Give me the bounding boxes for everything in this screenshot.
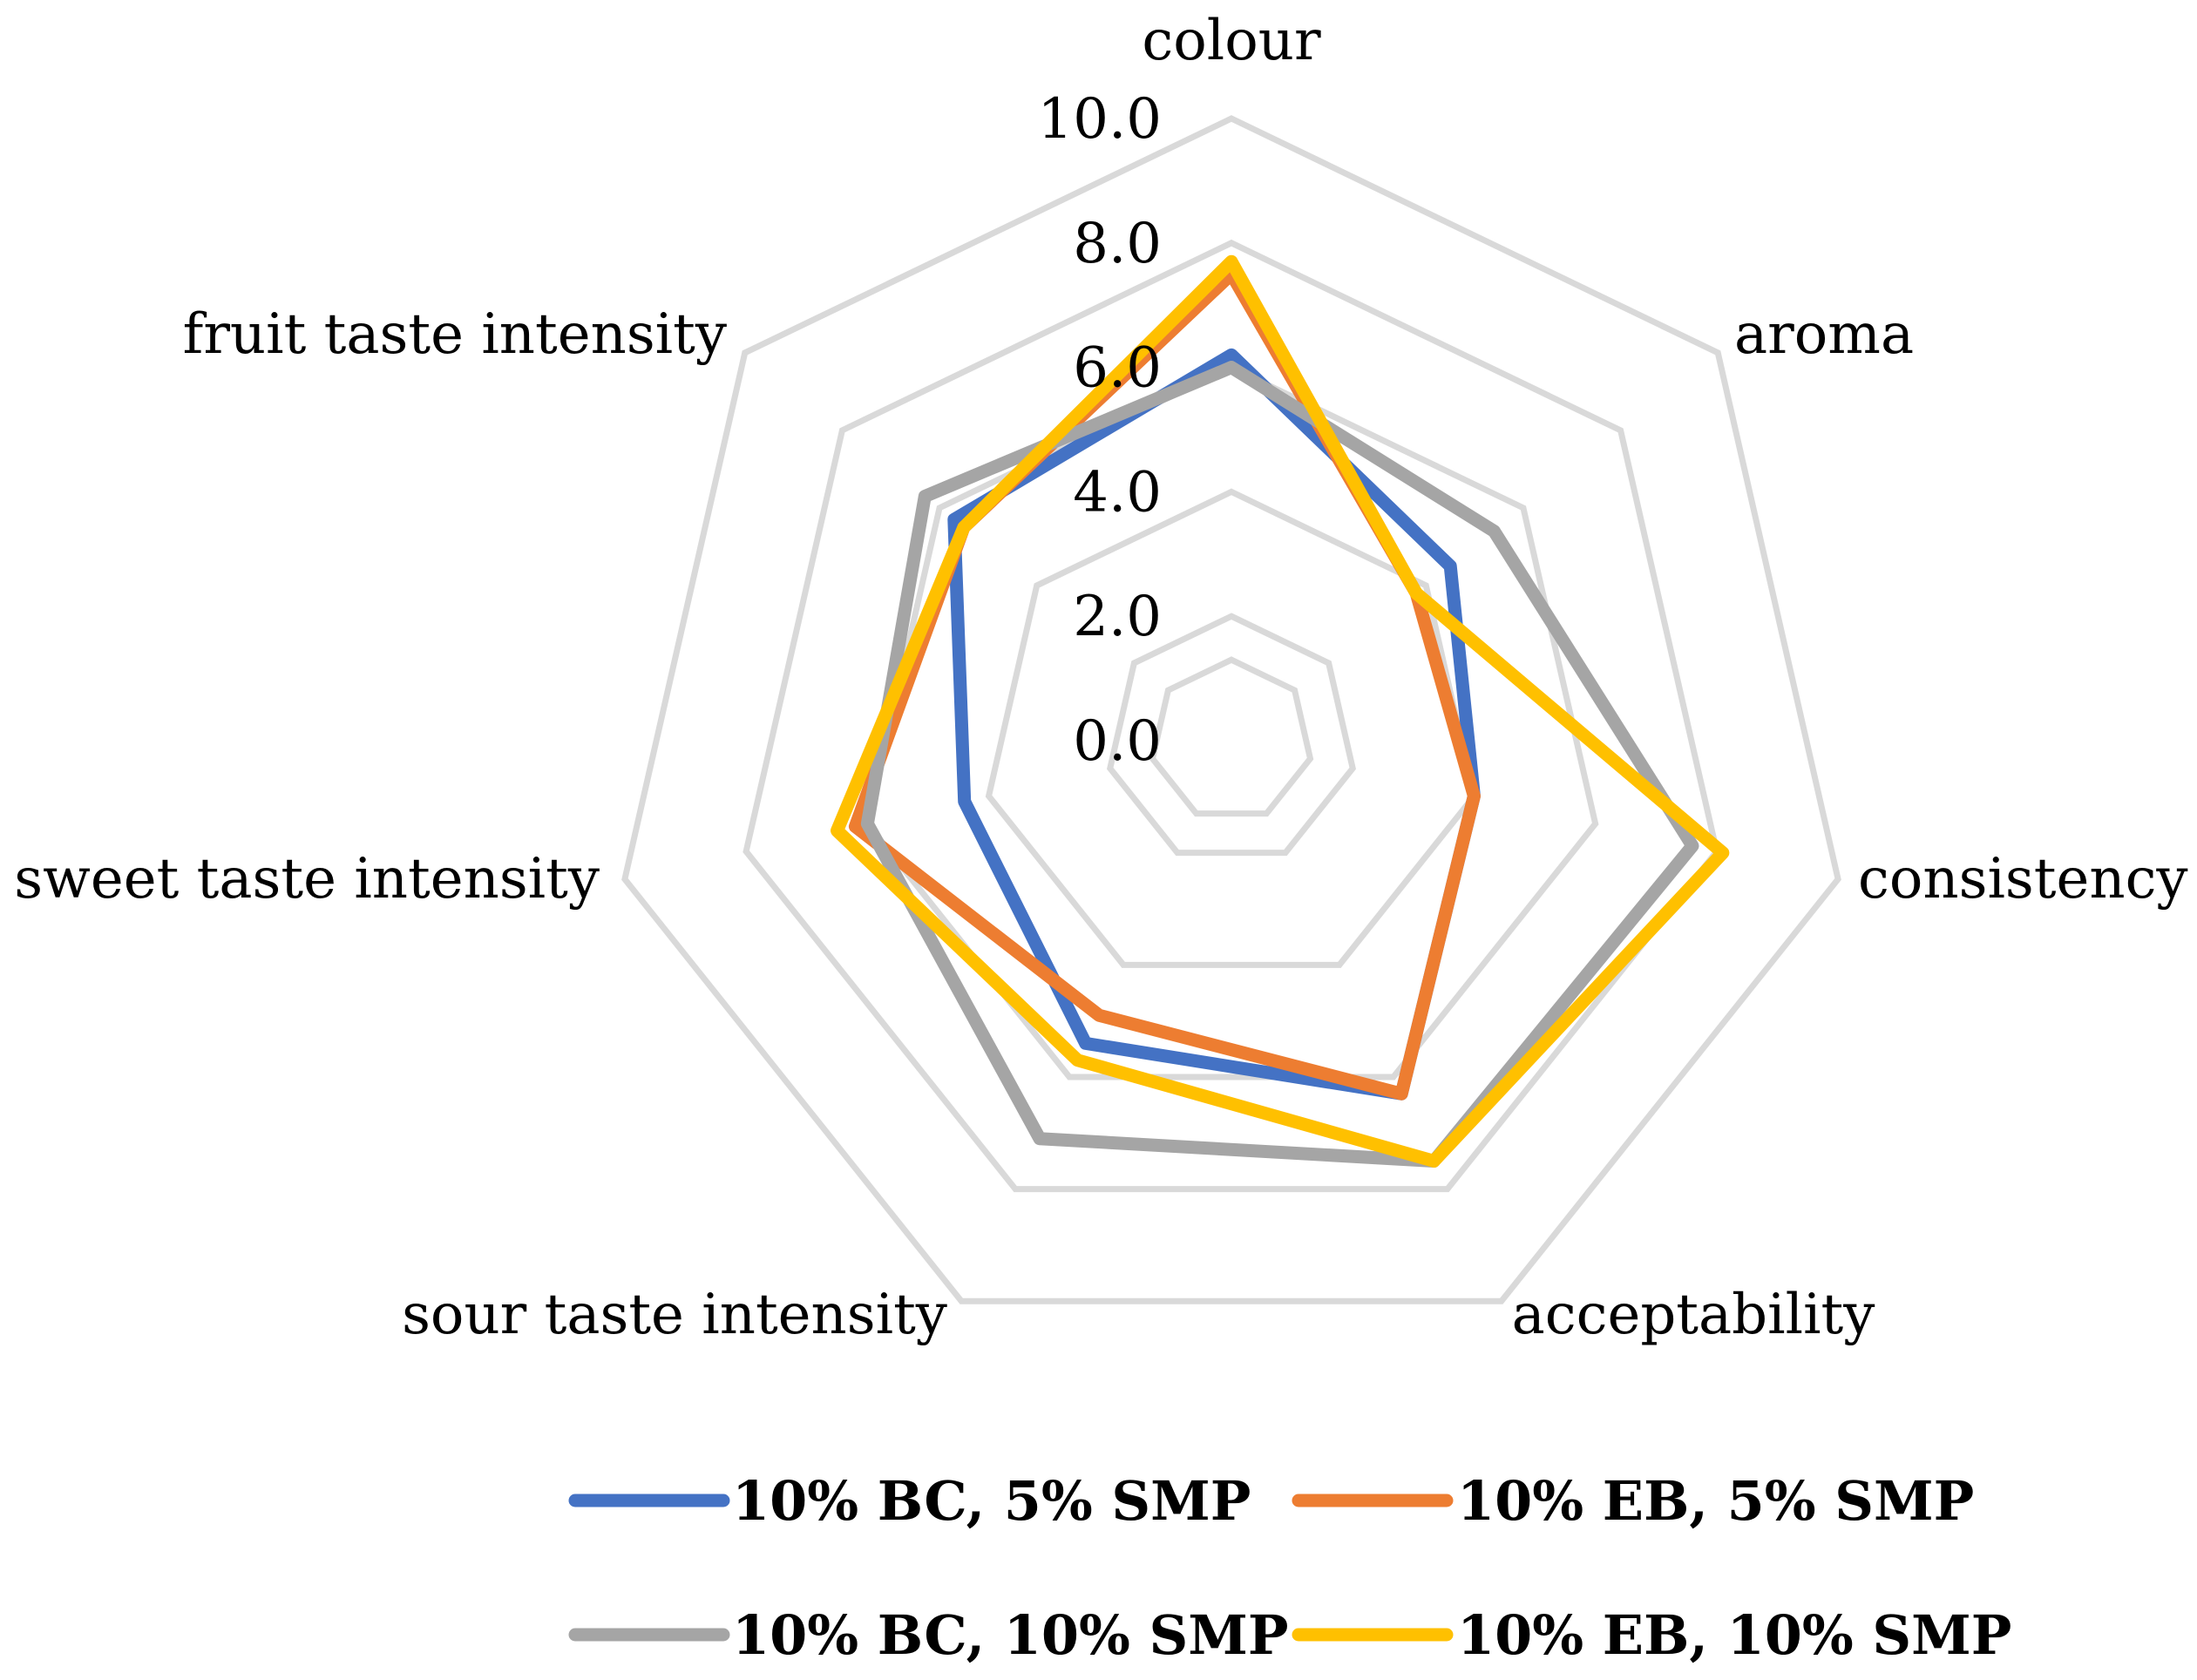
tick-label-4: 4.0 [1073, 460, 1162, 525]
legend-label-eb-5-smp: 10% EB, 5% SMP [1457, 1469, 1974, 1533]
axis-label-sour-taste-intensity: sour taste intensity [402, 1283, 947, 1347]
grid-ring-8 [743, 239, 1720, 1193]
legend-label-bc-10-smp: 10% BC, 10% SMP [732, 1603, 1289, 1667]
axis-label-acceptability: acceptability [1512, 1283, 1875, 1347]
tick-labels: 0.0 2.0 4.0 6.0 8.0 10.0 [1038, 87, 1163, 774]
grid-ring-4 [985, 488, 1478, 968]
axis-labels: colour aroma consistency acceptability s… [14, 9, 2187, 1347]
axis-label-aroma: aroma [1734, 302, 1914, 367]
legend-label-eb-10-smp: 10% EB, 10% SMP [1457, 1603, 2011, 1667]
series-line-4 [831, 254, 1730, 1168]
axis-label-fruit-taste-intensity: fruit taste intensity [183, 302, 727, 367]
axis-label-sweet-taste-intensity: sweet taste intensity [14, 847, 600, 911]
legend: 10% BC, 5% SMP 10% EB, 5% SMP 10% BC, 10… [568, 1469, 2011, 1667]
data-series [831, 254, 1730, 1168]
tick-label-10: 10.0 [1038, 87, 1163, 152]
legend-label-bc-5-smp: 10% BC, 5% SMP [732, 1469, 1251, 1533]
tick-label-0: 0.0 [1073, 709, 1162, 774]
tick-label-6: 6.0 [1073, 336, 1162, 401]
grid-rings [621, 115, 1841, 1304]
series-line-3 [860, 361, 1699, 1168]
grid-ring-2 [1106, 613, 1357, 857]
tick-label-2: 2.0 [1073, 585, 1162, 649]
grid-ring-6 [864, 363, 1599, 1080]
grid-ring-10 [621, 115, 1841, 1304]
axis-label-colour: colour [1142, 9, 1321, 73]
tick-label-8: 8.0 [1073, 212, 1162, 276]
axis-label-consistency: consistency [1858, 847, 2188, 911]
grid-ring-0 [1149, 656, 1314, 817]
